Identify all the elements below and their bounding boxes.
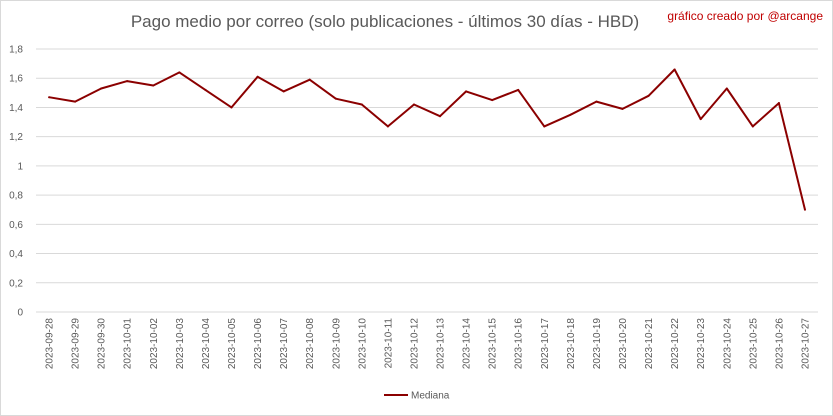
y-tick-label: 1,6 [9, 74, 23, 85]
data-point [725, 87, 728, 90]
x-tick-label: 2023-09-29 [71, 318, 82, 370]
y-tick-label: 1,2 [9, 132, 23, 143]
x-tick-label: 2023-10-13 [436, 318, 447, 370]
x-tick-label: 2023-10-08 [305, 318, 316, 370]
x-tick-label: 2023-10-03 [175, 318, 186, 370]
x-tick-label: 2023-10-01 [123, 318, 134, 370]
x-tick-label: 2023-10-10 [357, 318, 368, 370]
data-point [412, 103, 415, 106]
x-tick-label: 2023-10-27 [800, 318, 811, 370]
series-line-mediana [48, 68, 806, 210]
data-point [517, 88, 520, 91]
data-point [673, 68, 676, 71]
x-tick-label: 2023-09-28 [45, 318, 56, 370]
y-tick-label: 0,8 [9, 191, 23, 202]
x-tick-label: 2023-10-16 [514, 318, 525, 370]
x-tick-label: 2023-10-15 [488, 318, 499, 370]
x-tick-label: 2023-10-23 [696, 318, 707, 370]
data-point [360, 103, 363, 106]
y-tick-label: 0,2 [9, 278, 23, 289]
gridlines [36, 48, 818, 284]
x-tick-label: 2023-10-18 [566, 318, 577, 370]
x-tick-label: 2023-10-14 [462, 318, 473, 370]
data-point [569, 113, 572, 116]
x-tick-label: 2023-10-17 [540, 318, 551, 370]
x-tick-label: 2023-10-11 [383, 318, 394, 369]
y-tick-label: 0 [17, 308, 23, 319]
data-point [178, 71, 181, 74]
x-tick-label: 2023-10-04 [201, 318, 212, 370]
x-tick-label: 2023-10-22 [670, 318, 681, 370]
data-point [751, 125, 754, 128]
y-tick-label: 0,4 [9, 249, 23, 260]
x-tick-label: 2023-10-07 [279, 318, 290, 370]
y-axis-ticks: 0 0,2 0,4 0,6 0,8 1 1,2 1,4 1,6 1,8 [9, 45, 23, 319]
series-lines [48, 68, 806, 211]
x-tick-label: 2023-10-09 [331, 318, 342, 370]
y-tick-label: 1,4 [9, 103, 23, 114]
data-point [647, 94, 650, 97]
data-point [256, 75, 259, 78]
x-tick-label: 2023-10-12 [409, 318, 420, 370]
chart-title: Pago medio por correo (solo publicacione… [130, 12, 640, 31]
data-point [595, 100, 598, 103]
data-point [439, 115, 442, 118]
x-tick-label: 2023-10-26 [774, 318, 785, 370]
data-point [699, 118, 702, 121]
data-point [491, 99, 494, 102]
x-tick-label: 2023-10-05 [227, 318, 238, 370]
x-tick-label: 2023-10-20 [618, 318, 629, 370]
data-point [100, 87, 103, 90]
data-point [282, 90, 285, 93]
data-point [777, 102, 780, 105]
data-point [543, 125, 546, 128]
legend-label: Mediana [411, 391, 450, 402]
data-point [334, 97, 337, 100]
x-tick-label: 2023-09-30 [97, 318, 108, 370]
x-tick-label: 2023-10-24 [722, 318, 733, 370]
y-tick-label: 1,8 [9, 45, 23, 56]
legend: Mediana [384, 391, 450, 402]
x-tick-label: 2023-10-06 [253, 318, 264, 370]
data-point [465, 90, 468, 93]
data-point [48, 96, 51, 99]
chart-credit: gráfico creado por @arcange [667, 9, 823, 23]
data-point [386, 125, 389, 128]
x-tick-label: 2023-10-02 [149, 318, 160, 370]
x-tick-label: 2023-10-19 [592, 318, 603, 370]
y-tick-label: 1 [17, 161, 23, 172]
data-point [126, 80, 129, 83]
y-tick-label: 0,6 [9, 220, 23, 231]
data-point [152, 84, 155, 87]
data-point [74, 100, 77, 103]
x-tick-label: 2023-10-25 [748, 318, 759, 370]
data-point [621, 107, 624, 110]
data-point [803, 208, 806, 211]
x-axis-ticks: 2023-09-28 2023-09-29 2023-09-30 2023-10-01… [45, 318, 812, 370]
data-point [230, 106, 233, 109]
data-point [204, 88, 207, 91]
data-point [308, 78, 311, 81]
x-tick-label: 2023-10-21 [644, 318, 655, 370]
